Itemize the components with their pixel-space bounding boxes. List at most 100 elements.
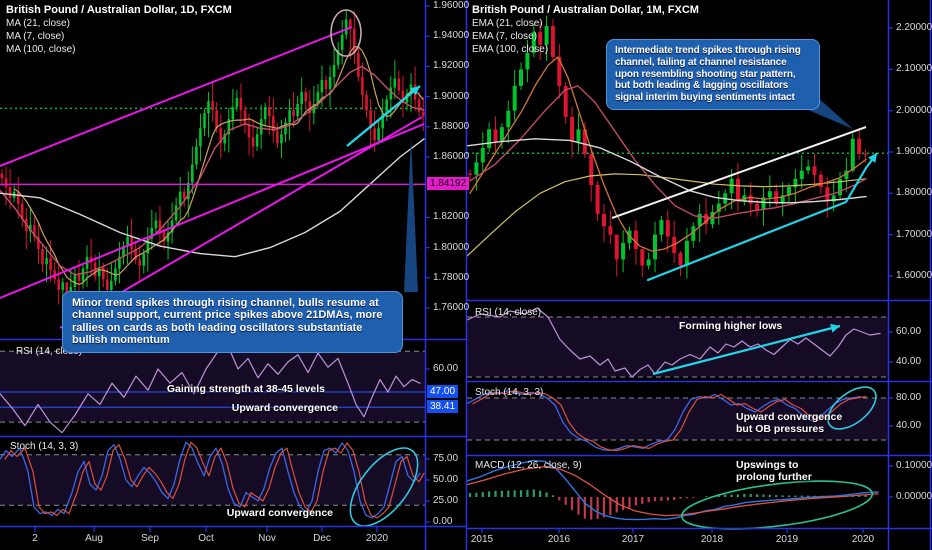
left-stoch-d-line <box>4 441 425 519</box>
left-candle-body <box>308 101 312 114</box>
left-candle-body <box>126 237 129 247</box>
left-candle-body <box>162 231 166 242</box>
right-candle-body <box>595 185 600 214</box>
left-stoch-pane-label[interactable]: Stoch (14, 3, 3) <box>10 441 79 452</box>
right-price-tick-label: 2.10000 <box>896 63 932 75</box>
left-candle-body <box>57 279 60 290</box>
right-stoch-note: Upward convergence but OB pressures <box>736 411 843 435</box>
right-chart-title: British Pound / Australian Dollar, 1M, F… <box>472 4 699 16</box>
left-candle-body <box>122 246 125 257</box>
left-candle-body <box>251 137 255 147</box>
right-stoch-pane-label[interactable]: Stoch (14, 3, 3) <box>475 387 544 398</box>
left-time-tick-label: Aug <box>85 533 103 544</box>
right-macd-tick-label: 0.00000 <box>896 491 932 502</box>
right-stoch-tick-label: 40.00 <box>896 420 922 431</box>
left-candle-body <box>178 191 182 206</box>
left-price-tick-label: 1.88000 <box>433 120 470 132</box>
right-candle-body <box>716 203 721 212</box>
left-candle-body <box>328 77 332 90</box>
left-candle-body <box>377 128 380 141</box>
left-ma7-legend[interactable]: MA (7, close) <box>6 31 65 42</box>
left-candle-body <box>336 49 340 65</box>
left-ma100-legend[interactable]: MA (100, close) <box>6 44 76 55</box>
left-ma7-line <box>13 46 424 285</box>
right-candle-body <box>761 197 766 210</box>
right-candle-body <box>602 213 606 227</box>
left-candle-body <box>37 237 40 250</box>
left-rsi-level-badge: 38.41 <box>427 400 459 414</box>
left-candle-body <box>276 131 279 144</box>
left-candle-body <box>199 128 202 147</box>
left-candle-body <box>381 113 384 129</box>
right-candle-body <box>812 166 817 175</box>
right-candle-body <box>793 178 798 188</box>
right-candle-body <box>818 174 823 188</box>
left-annotation-callout: Minor trend spikes through rising channe… <box>62 291 403 353</box>
left-price-tick-label: 1.78000 <box>433 271 470 283</box>
left-candle-body <box>361 77 364 96</box>
right-ema7-legend[interactable]: EMA (7, close) <box>472 31 538 42</box>
left-candle-body <box>33 225 36 238</box>
right-candle-body <box>653 234 657 260</box>
left-callout-pointer <box>404 138 418 292</box>
left-candle-body <box>385 99 388 114</box>
left-time-tick-label: 2020 <box>365 533 389 544</box>
right-candle-body <box>806 166 811 171</box>
left-candle-body <box>247 125 251 138</box>
right-ema100-legend[interactable]: EMA (100, close) <box>472 44 549 55</box>
left-candle-body <box>97 267 101 277</box>
right-candle-body <box>582 129 587 155</box>
right-ema21-legend[interactable]: EMA (21, close) <box>472 18 543 29</box>
right-candle-body <box>697 213 702 227</box>
left-candle-body <box>142 253 145 266</box>
left-ma21-legend[interactable]: MA (21, close) <box>6 18 70 29</box>
right-rsi-arrow <box>652 324 841 376</box>
left-candle-body <box>20 203 24 219</box>
right-ema21-line <box>469 85 867 219</box>
right-rsi-arrow-head <box>830 323 840 333</box>
left-channel-line <box>0 123 425 299</box>
right-cyan-arrow-head <box>868 153 877 163</box>
left-stoch-k-line <box>0 441 421 519</box>
right-candle-body <box>468 173 472 175</box>
right-candle-body <box>614 234 619 260</box>
left-candle-body <box>401 90 405 103</box>
right-candle-body <box>570 116 575 142</box>
left-candle-body <box>0 173 4 179</box>
right-candle-body <box>563 85 568 117</box>
left-candle-body <box>223 134 226 144</box>
left-candle-body <box>373 128 376 141</box>
left-rsi-note-2: Upward convergence <box>231 402 338 414</box>
right-price-tick-label: 1.80000 <box>896 187 932 199</box>
left-candle-body <box>316 92 320 105</box>
left-rsi-pane-label[interactable]: RSI (14, close) <box>16 346 83 357</box>
left-candle-body <box>243 110 247 126</box>
left-stoch-tick-label: 0.00 <box>433 516 453 527</box>
right-candle-body <box>678 253 683 266</box>
right-macd-note: Upswings to prolong further <box>736 459 812 483</box>
left-candle-body <box>195 146 198 165</box>
left-rsi-band <box>0 351 425 423</box>
left-rsi-level-badge: 47.00 <box>427 385 459 398</box>
left-channel-line <box>0 26 353 167</box>
right-rsi-note: Forming higher lows <box>679 320 783 332</box>
right-candle-body <box>825 187 830 202</box>
left-rsi-tick-label: 60.00 <box>433 363 459 374</box>
right-rsi-pane-label[interactable]: RSI (14, close) <box>475 307 542 318</box>
right-candle-body <box>767 191 772 198</box>
left-price-tick-label: 1.82000 <box>433 211 470 223</box>
right-macd-pane-label[interactable]: MACD (12, 26, close, 9) <box>475 460 582 471</box>
left-candle-body <box>73 274 77 287</box>
left-candle-body <box>182 191 186 200</box>
right-rsi-line <box>466 307 881 378</box>
right-stoch-tick-label: 80.00 <box>896 392 922 403</box>
left-candle-body <box>268 107 271 117</box>
left-candle-body <box>344 19 348 35</box>
right-macd-ellipse <box>680 480 874 530</box>
left-candle-body <box>166 232 170 242</box>
left-ma21-line <box>0 65 425 276</box>
right-candle-body <box>525 52 530 70</box>
right-candle-body <box>621 242 626 260</box>
right-candle-body <box>863 153 868 155</box>
